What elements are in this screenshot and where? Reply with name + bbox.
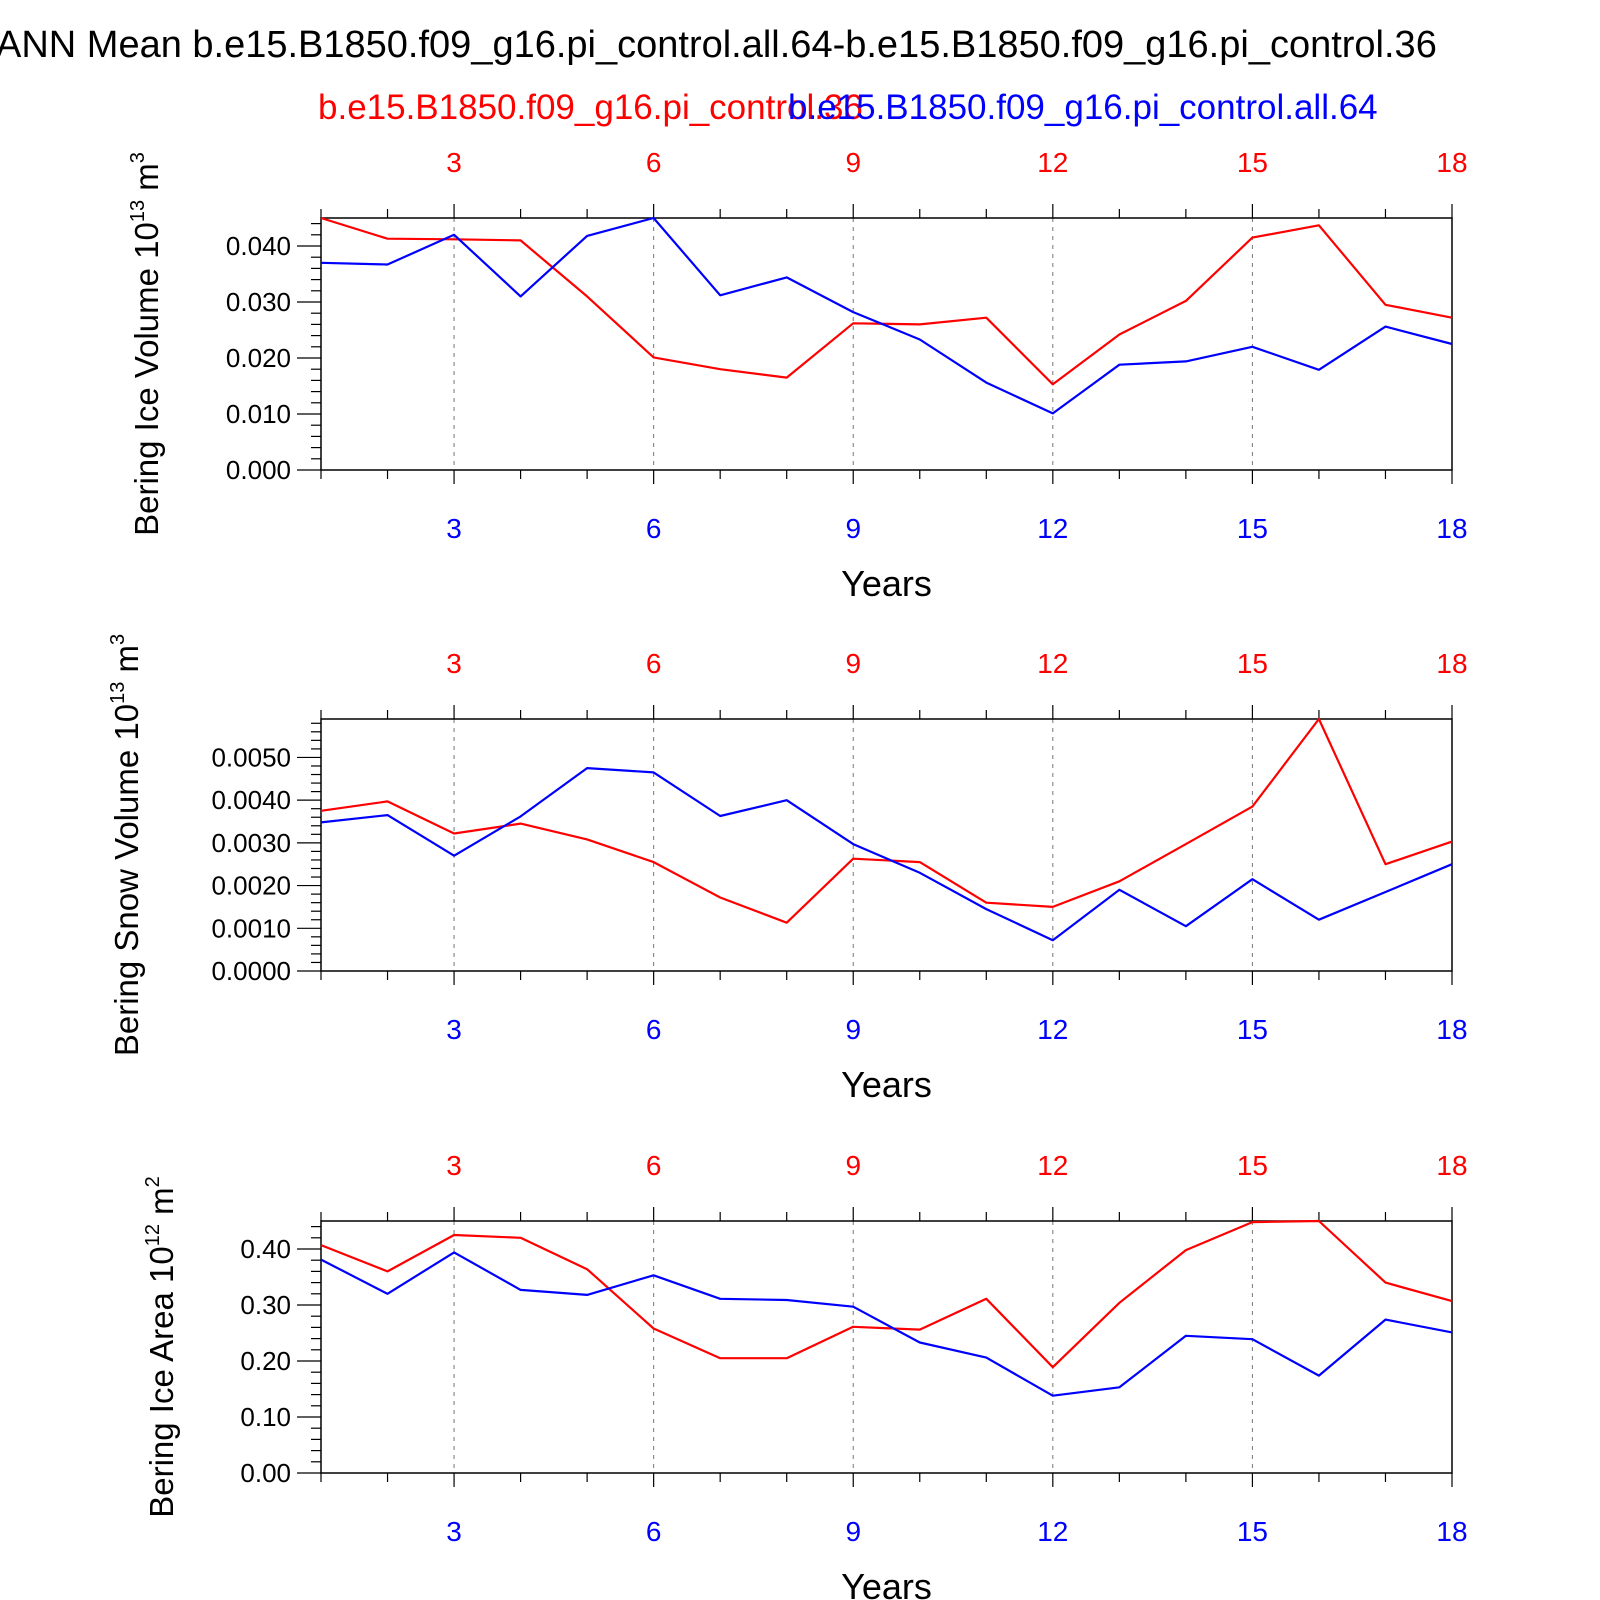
plot-frame: [320, 217, 1453, 471]
y-tick-label: 0.0050: [211, 742, 291, 772]
chart-panel-2: 3 3 6 6 9 9 12 12 15 15 18 18 0.0000 0.0010 0.0020 0.00…: [107, 634, 1468, 1105]
x-tick-label-top: 3: [446, 147, 462, 178]
x-tick-label-bottom: 6: [646, 1014, 662, 1045]
y-tick-label: 0.020: [226, 343, 291, 373]
y-axis-label-text: Bering Ice Volume 10: [128, 222, 165, 536]
y-tick-label: 0.000: [226, 455, 291, 485]
y-axis-label: Bering Ice Area 1012 m2: [142, 1176, 180, 1518]
y-tick-label: 0.40: [240, 1234, 291, 1264]
x-tick-label-bottom: 6: [646, 1516, 662, 1547]
y-tick-label: 0.00: [240, 1458, 291, 1488]
y-axis-label-unit: m: [143, 1187, 180, 1224]
x-tick-label-top: 3: [446, 648, 462, 679]
chart-title-text: ANN Mean b.e15.B1850.f09_g16.pi_control.…: [0, 24, 1437, 66]
x-axis-label: Years: [841, 563, 932, 604]
legend-blue-series-label: b.e15.B1850.f09_g16.pi_control.all.64: [788, 88, 1378, 127]
x-axis-label: Years: [841, 1064, 932, 1105]
x-tick-label-top: 12: [1037, 648, 1068, 679]
plot-frame: [320, 1220, 1453, 1474]
legend-red-series-label: b.e15.B1850.f09_g16.pi_control.36: [318, 88, 863, 127]
y-axis-label-unit: m: [108, 645, 145, 682]
x-tick-label-bottom: 9: [845, 1516, 861, 1547]
x-tick-label-top: 18: [1436, 1150, 1467, 1181]
x-tick-label-bottom: 18: [1436, 1516, 1467, 1547]
chart-title: ANN Mean b.e15.B1850.f09_g16.pi_control.…: [0, 20, 1600, 70]
x-tick-label-bottom: 15: [1237, 1516, 1268, 1547]
x-tick-label-bottom: 12: [1037, 1014, 1068, 1045]
x-tick-label-top: 6: [646, 648, 662, 679]
x-axis-label: Years: [841, 1566, 932, 1600]
y-axis-label-unit-exponent: 3: [127, 152, 149, 163]
x-tick-label-top: 6: [646, 1150, 662, 1181]
y-tick-label: 0.040: [226, 231, 291, 261]
y-tick-label: 0.30: [240, 1290, 291, 1320]
x-tick-label-bottom: 9: [845, 513, 861, 544]
y-tick-label: 0.010: [226, 399, 291, 429]
x-tick-label-bottom: 3: [446, 513, 462, 544]
x-tick-label-top: 15: [1237, 147, 1268, 178]
plot-frame: [320, 718, 1453, 972]
chart-panel-3: 3 3 6 6 9 9 12 12 15 15 18 18 0.00 0.10 0.20 0.30 0.40 Be…: [142, 1150, 1468, 1600]
x-tick-label-top: 6: [646, 147, 662, 178]
x-tick-label-bottom: 18: [1436, 513, 1467, 544]
x-tick-label-top: 3: [446, 1150, 462, 1181]
chart-panel-1: 3 3 6 6 9 9 12 12 15 15 18 18 0.000 0.010 0.020 0.030 0.…: [127, 147, 1468, 604]
series-line-red: [320, 216, 1453, 386]
y-axis-label: Bering Ice Volume 1013 m3: [127, 152, 165, 536]
y-tick-label: 0.10: [240, 1402, 291, 1432]
y-axis-label-exponent: 13: [127, 200, 149, 222]
y-tick-label: 0.0020: [211, 871, 291, 901]
y-axis-label: Bering Snow Volume 1013 m3: [107, 634, 145, 1056]
x-tick-label-top: 9: [845, 1150, 861, 1181]
x-tick-label-top: 15: [1237, 1150, 1268, 1181]
x-tick-label-bottom: 3: [446, 1516, 462, 1547]
x-tick-label-bottom: 3: [446, 1014, 462, 1045]
x-tick-label-top: 12: [1037, 147, 1068, 178]
x-tick-label-top: 18: [1436, 648, 1467, 679]
series-line-blue: [320, 766, 1453, 942]
series-line-red: [320, 717, 1453, 924]
y-axis-label-text: Bering Snow Volume 10: [108, 704, 145, 1056]
x-tick-label-top: 9: [845, 147, 861, 178]
y-tick-label: 0.0030: [211, 828, 291, 858]
x-tick-label-top: 15: [1237, 648, 1268, 679]
legend: b.e15.B1850.f09_g16.pi_control.36 b.e15.…: [0, 88, 1600, 138]
x-tick-label-bottom: 15: [1237, 513, 1268, 544]
x-tick-label-bottom: 18: [1436, 1014, 1467, 1045]
y-tick-label: 0.0040: [211, 785, 291, 815]
y-tick-label: 0.0000: [211, 956, 291, 986]
series-line-blue: [320, 1251, 1453, 1397]
x-tick-label-bottom: 15: [1237, 1014, 1268, 1045]
x-tick-label-top: 9: [845, 648, 861, 679]
x-tick-label-top: 12: [1037, 1150, 1068, 1181]
x-tick-label-bottom: 12: [1037, 1516, 1068, 1547]
x-tick-label-bottom: 9: [845, 1014, 861, 1045]
x-tick-label-bottom: 6: [646, 513, 662, 544]
x-tick-label-bottom: 12: [1037, 513, 1068, 544]
series-line-blue: [320, 216, 1453, 415]
x-tick-label-top: 18: [1436, 147, 1467, 178]
series-line-red: [320, 1219, 1453, 1369]
y-tick-label: 0.20: [240, 1346, 291, 1376]
y-axis-label-unit: m: [128, 163, 165, 200]
y-axis-label-exponent: 12: [142, 1224, 164, 1246]
y-axis-label-unit-exponent: 2: [142, 1176, 164, 1187]
y-tick-label: 0.0010: [211, 913, 291, 943]
y-axis-label-text: Bering Ice Area 10: [143, 1246, 180, 1518]
y-axis-label-unit-exponent: 3: [107, 634, 129, 645]
y-axis-label-exponent: 13: [107, 682, 129, 704]
y-tick-label: 0.030: [226, 287, 291, 317]
